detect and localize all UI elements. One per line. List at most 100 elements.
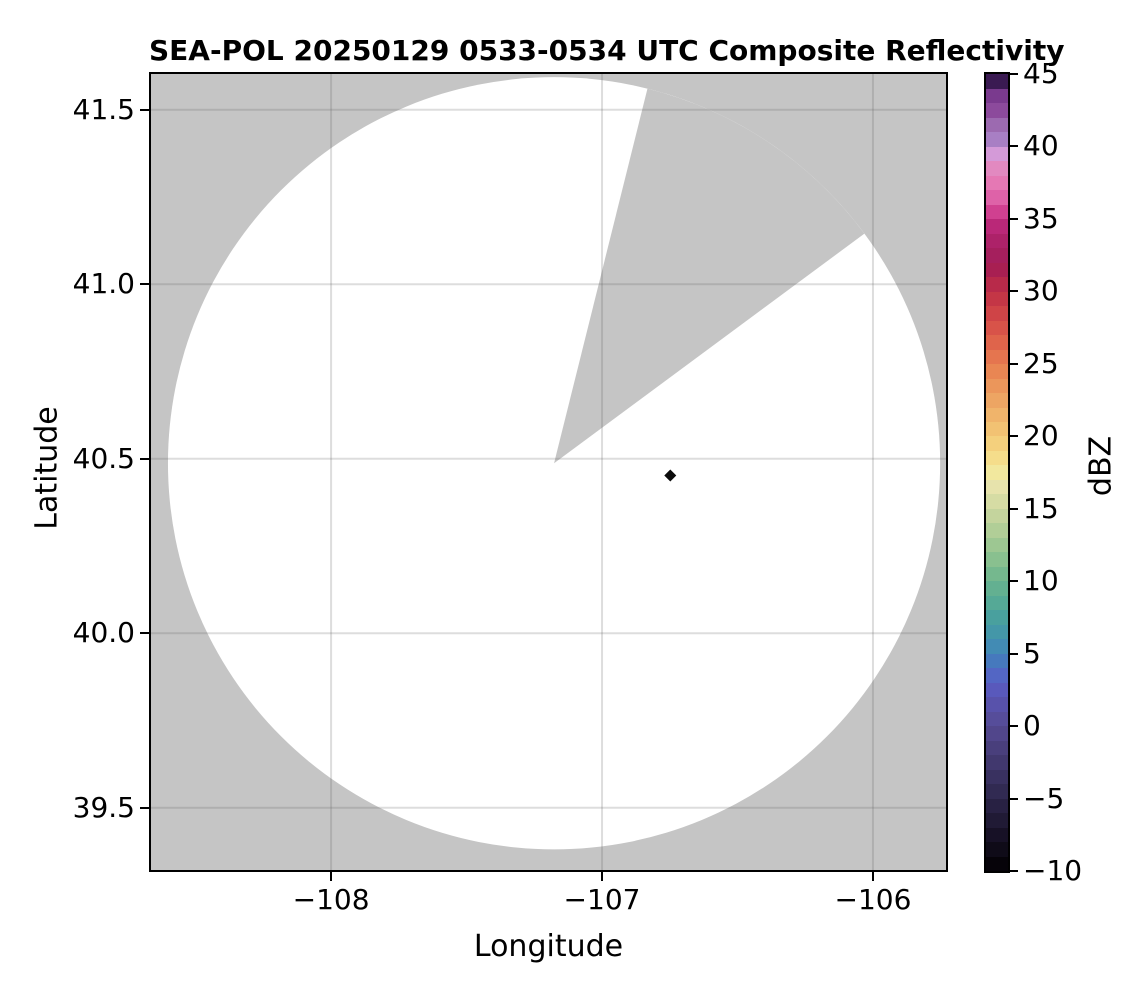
colorbar-cell [986, 711, 1008, 727]
x-tick-label: −106 [834, 883, 912, 916]
colorbar-cell [986, 856, 1008, 871]
colorbar-cell [986, 639, 1008, 654]
y-tick-label: 39.5 [72, 790, 135, 824]
colorbar-cell [986, 842, 1008, 857]
colorbar-tick-mark [1010, 435, 1018, 438]
colorbar-cell [986, 117, 1008, 133]
colorbar-cell [986, 190, 1008, 205]
colorbar-tick-label: 40 [1023, 129, 1059, 163]
colorbar-cell [986, 219, 1008, 234]
y-tick-mark [140, 457, 149, 460]
colorbar-cell [986, 595, 1008, 611]
colorbar-cell [986, 306, 1008, 321]
x-tick-label: −108 [292, 883, 370, 916]
colorbar-tick-label: 5 [1023, 636, 1041, 670]
colorbar-cell [986, 233, 1008, 249]
y-tick-mark [140, 108, 149, 111]
y-tick-mark [140, 806, 149, 809]
colorbar-cell [986, 132, 1008, 147]
y-tick-mark [140, 632, 149, 635]
colorbar-cell [986, 798, 1008, 814]
colorbar-tick-mark [1010, 507, 1018, 510]
colorbar-gradient [986, 74, 1008, 871]
colorbar-cell [986, 161, 1008, 176]
colorbar-cell [986, 146, 1008, 162]
blocked-sector-wedge [554, 88, 865, 464]
colorbar-cell [986, 74, 1008, 89]
colorbar-tick-mark [1010, 870, 1018, 872]
x-tick-mark [871, 872, 874, 881]
colorbar-tick-label: 10 [1023, 564, 1059, 598]
y-tick-label: 41.0 [72, 267, 135, 301]
colorbar-cell [986, 566, 1008, 582]
colorbar-cell [986, 581, 1008, 596]
colorbar-tick-label: 15 [1023, 491, 1059, 525]
colorbar-cell [986, 653, 1008, 669]
colorbar-cell [986, 552, 1008, 567]
y-axis-label: Latitude [29, 406, 65, 530]
colorbar-tick-label: 30 [1023, 274, 1059, 308]
reflectivity-echo [664, 469, 677, 482]
colorbar-tick-mark [1010, 145, 1018, 148]
colorbar-cell [986, 494, 1008, 509]
x-tick-mark [601, 872, 603, 881]
colorbar-tick-label: 45 [1023, 57, 1059, 90]
plot-border [149, 72, 948, 872]
colorbar-cell [986, 277, 1008, 292]
colorbar-cell [986, 479, 1008, 495]
colorbar-cell [986, 436, 1008, 451]
x-tick-label: −107 [563, 883, 641, 916]
colorbar-cell [986, 523, 1008, 538]
colorbar-cell [986, 248, 1008, 263]
colorbar-cell [986, 755, 1008, 770]
colorbar-cell [986, 610, 1008, 625]
colorbar-cell [986, 421, 1008, 437]
colorbar-cell [986, 175, 1008, 191]
colorbar-tick-label: 25 [1023, 346, 1059, 380]
colorbar-label: dBZ [1083, 435, 1119, 497]
colorbar-cell [986, 450, 1008, 466]
colorbar-cell [986, 349, 1008, 365]
colorbar-tick-mark [1010, 725, 1018, 728]
plot-title: SEA-POL 20250129 0533-0534 UTC Composite… [149, 34, 1065, 67]
colorbar-tick-mark [1010, 290, 1018, 293]
colorbar-tick-label: 35 [1023, 201, 1059, 235]
colorbar-tick-label: 0 [1023, 709, 1041, 743]
colorbar-tick-mark [1010, 580, 1018, 583]
colorbar-cell [986, 740, 1008, 756]
y-tick-label: 40.5 [72, 441, 135, 475]
colorbar-cell [986, 204, 1008, 220]
colorbar-tick-label: −10 [1023, 854, 1083, 887]
y-tick-mark [140, 283, 149, 286]
radar-map-canvas [149, 72, 948, 872]
colorbar-cell [986, 335, 1008, 350]
colorbar-tick-mark [1010, 652, 1018, 655]
colorbar-tick-mark [1010, 362, 1018, 365]
colorbar-cell [986, 291, 1008, 307]
colorbar-cell [986, 320, 1008, 336]
colorbar-cell [986, 537, 1008, 553]
plot-area [149, 72, 948, 872]
colorbar-cell [986, 827, 1008, 843]
colorbar-tick-mark [1010, 217, 1018, 220]
colorbar-tick-label: −5 [1023, 781, 1065, 815]
colorbar-cell [986, 624, 1008, 640]
colorbar-cell [986, 364, 1008, 379]
colorbar-cell [986, 726, 1008, 741]
colorbar-cell [986, 103, 1008, 118]
colorbar-cell [986, 813, 1008, 828]
colorbar-cell [986, 378, 1008, 394]
colorbar-cell [986, 784, 1008, 799]
colorbar-cell [986, 668, 1008, 683]
colorbar-cell [986, 508, 1008, 524]
colorbar-cell [986, 88, 1008, 104]
x-axis-label: Longitude [473, 929, 624, 964]
colorbar-cell [986, 682, 1008, 698]
colorbar-cell [986, 769, 1008, 785]
colorbar-cell [986, 465, 1008, 480]
y-tick-label: 40.0 [72, 616, 135, 650]
colorbar-cell [986, 697, 1008, 712]
x-tick-mark [330, 872, 333, 881]
y-tick-label: 41.5 [72, 92, 135, 126]
